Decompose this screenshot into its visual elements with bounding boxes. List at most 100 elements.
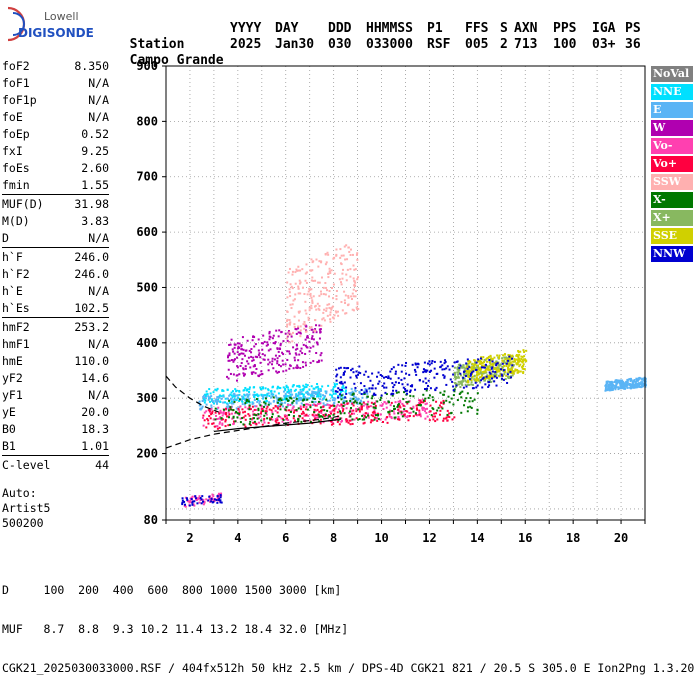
point-x (351, 393, 354, 396)
point-ssw (303, 323, 306, 326)
header-label-pps: PPS (553, 21, 577, 36)
point-nnw (394, 370, 397, 373)
point-nnw (425, 382, 428, 385)
point-x (361, 414, 364, 417)
point-ssw (325, 261, 328, 264)
point-vo (431, 415, 434, 418)
point-x (501, 366, 504, 369)
point-ssw (330, 308, 333, 311)
point-vo (218, 421, 221, 424)
point-nne (334, 385, 337, 388)
point-vo (252, 421, 255, 424)
point-x (460, 366, 463, 369)
point-nne (276, 385, 279, 388)
point-x (472, 366, 475, 369)
point-nnw (477, 358, 480, 361)
header-value-hhmmss: 033000 (366, 37, 413, 52)
point-x (445, 399, 448, 402)
point-nne (334, 392, 337, 395)
point-x (253, 413, 256, 416)
point-w (293, 359, 296, 362)
point-vo (388, 413, 391, 416)
point-vo (425, 412, 428, 415)
point-es (181, 501, 184, 504)
point-vo (230, 412, 233, 415)
point-e (615, 384, 618, 387)
point-nnw (367, 375, 370, 378)
point-w (229, 343, 232, 346)
point-vo (330, 423, 333, 426)
point-e (322, 394, 325, 397)
point-vo (400, 413, 403, 416)
point-nnw (446, 365, 449, 368)
point-sse (482, 356, 485, 359)
param-value: 110.0 (74, 354, 109, 368)
point-x (432, 408, 435, 411)
point-x (417, 404, 420, 407)
point-es (210, 497, 213, 500)
point-sse (480, 356, 483, 359)
point-vo (399, 406, 402, 409)
point-vo (408, 414, 411, 417)
point-ssw (328, 303, 331, 306)
point-x (263, 414, 266, 417)
point-vo (304, 408, 307, 411)
point-ssw (341, 309, 344, 312)
point-w (243, 374, 246, 377)
point-vo (381, 403, 384, 406)
header-label-ffs: FFS (465, 21, 489, 36)
point-x (271, 413, 274, 416)
point-vo (369, 405, 372, 408)
point-ssw (311, 276, 314, 279)
point-vo (418, 411, 421, 414)
point-e (642, 378, 645, 381)
point-nnw (350, 369, 353, 372)
param-name: foE (2, 110, 23, 124)
point-nnw (445, 367, 448, 370)
point-w (286, 335, 289, 338)
point-vo (358, 410, 361, 413)
point-e (354, 390, 357, 393)
point-ssw (310, 279, 313, 282)
point-x (419, 403, 422, 406)
point-x (460, 396, 463, 399)
point-ssw (295, 268, 298, 271)
point-e (351, 398, 354, 401)
point-nne (247, 394, 250, 397)
point-x (343, 412, 346, 415)
point-e (312, 390, 315, 393)
point-nne (282, 386, 285, 389)
point-nnw (444, 360, 447, 363)
point-nne (341, 390, 344, 393)
point-e (303, 396, 306, 399)
point-vo (257, 417, 260, 420)
point-e (241, 395, 244, 398)
point-vo (287, 419, 290, 422)
point-nnw (352, 371, 355, 374)
point-vo (285, 409, 288, 412)
point-x (373, 418, 376, 421)
point-x (412, 395, 415, 398)
point-vo (352, 409, 355, 412)
point-nne (230, 400, 233, 403)
point-w (236, 347, 239, 350)
point-x (477, 368, 480, 371)
point-e (240, 398, 243, 401)
param-b1: B1 1.01 (2, 438, 109, 455)
point-sse (487, 367, 490, 370)
point-sse (522, 349, 525, 352)
point-vo (429, 410, 432, 413)
point-nne (333, 382, 336, 385)
point-ssw (291, 270, 294, 273)
point-sse (484, 370, 487, 373)
point-ssw (304, 330, 307, 333)
point-ssw (312, 279, 315, 282)
point-vo (292, 417, 295, 420)
point-w (295, 328, 298, 331)
point-nne (265, 400, 268, 403)
point-x (464, 399, 467, 402)
point-x (431, 407, 434, 410)
point-ssw (320, 260, 323, 263)
point-e (617, 386, 620, 389)
point-w (244, 367, 247, 370)
